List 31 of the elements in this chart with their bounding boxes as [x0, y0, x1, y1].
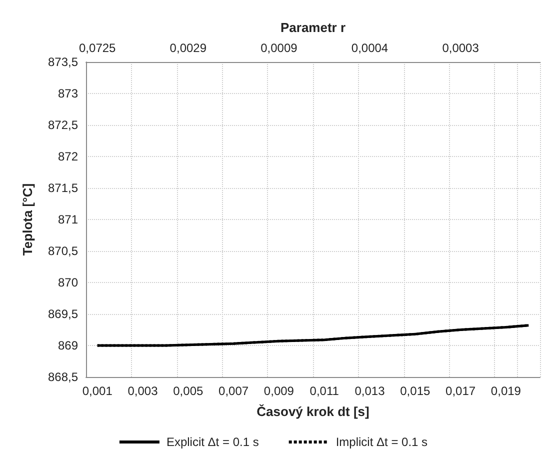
legend-label: Implicit Δt = 0.1 s	[336, 435, 428, 449]
y-tick-label: 872	[58, 150, 78, 164]
x-tick-label: 0,007	[218, 384, 249, 398]
y-tick-label: 870,5	[48, 244, 78, 258]
legend-label: Explicit Δt = 0.1 s	[166, 435, 259, 449]
x-tick-label: 0,001	[82, 384, 113, 398]
y-tick-label: 870	[58, 276, 78, 290]
text: 0,0725	[79, 41, 116, 55]
y-tick-label: 873	[58, 86, 78, 100]
y-tick-label: 869,5	[48, 307, 78, 321]
text: 0,0009	[260, 41, 298, 55]
x-tick-label: 0,003	[128, 384, 158, 398]
x-tick-label: 0,005	[173, 384, 204, 398]
x-tick-label: 0,013	[354, 384, 386, 398]
text: 0,0029	[170, 41, 207, 55]
y-tick-label: 869	[58, 338, 78, 352]
x-tick-label: 0,017	[446, 384, 476, 398]
y-axis-title: Teplota [°C]	[20, 183, 35, 256]
x-tick-label: 0,015	[400, 384, 430, 398]
x-tick-label: 0,019	[490, 384, 522, 398]
y-tick-label: 871	[58, 212, 78, 226]
y-tick-label: 871,5	[48, 181, 78, 195]
x-tick-label: 0,011	[310, 384, 340, 398]
x-axis-title: Časový krok dt [s]	[256, 404, 370, 419]
x2-axis-title: Parametr r	[280, 20, 346, 35]
y-tick-label: 873,5	[48, 55, 78, 69]
y-tick-label: 872,5	[48, 118, 78, 132]
x-tick-label: 0,009	[264, 384, 294, 398]
y-tick-label: 868,5	[48, 370, 78, 384]
text: 0,0003	[442, 41, 480, 55]
text: 0,0004	[351, 41, 388, 55]
